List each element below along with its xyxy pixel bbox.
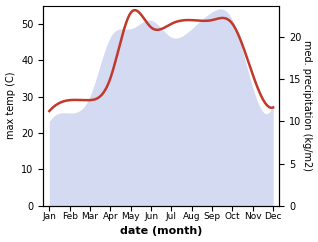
Y-axis label: med. precipitation (kg/m2): med. precipitation (kg/m2) [302, 40, 313, 171]
Y-axis label: max temp (C): max temp (C) [5, 72, 16, 139]
X-axis label: date (month): date (month) [120, 227, 203, 236]
